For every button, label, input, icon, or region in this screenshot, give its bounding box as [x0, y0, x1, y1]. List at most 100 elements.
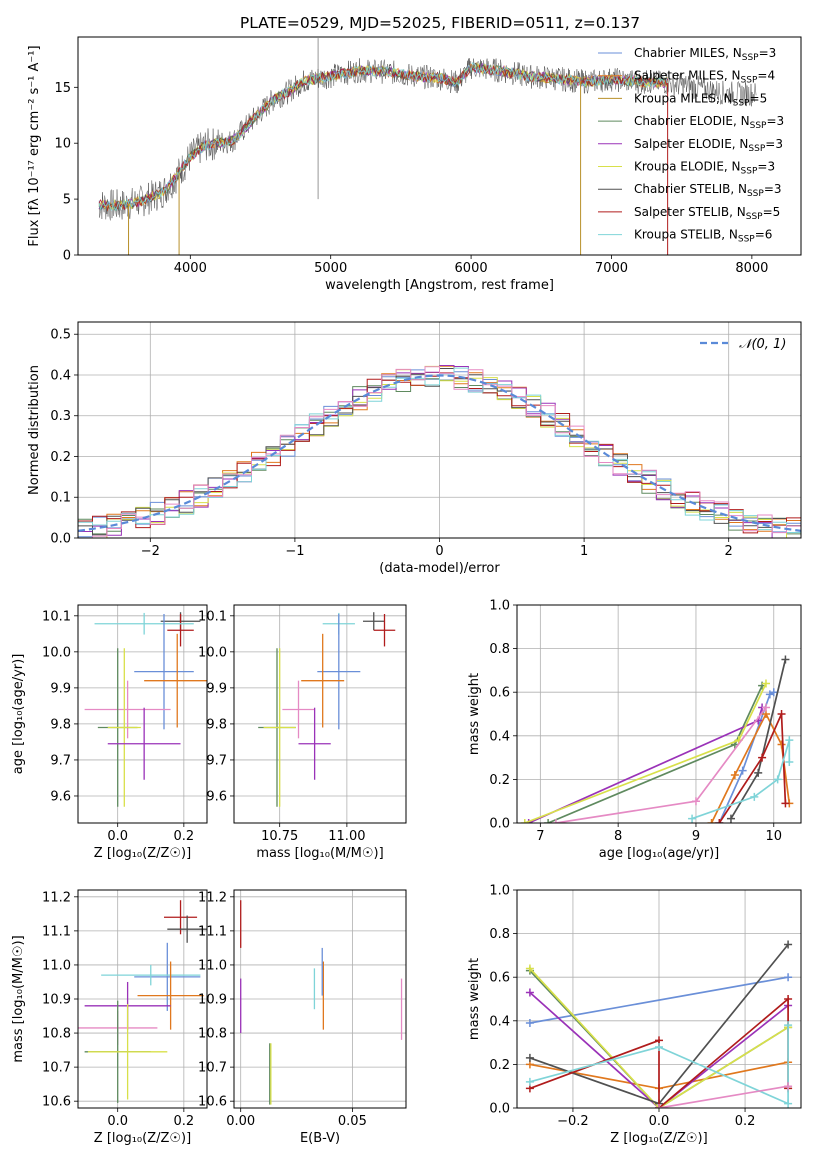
weight-vs-age-xtick-label: 8	[614, 829, 622, 844]
mass-vs-EBV-xlabel: E(B-V)	[300, 1131, 340, 1146]
spectrum-legend-label: Chabrier MILES, NSSP=3	[634, 46, 776, 63]
weight-vs-age-ytick-label: 1.0	[489, 599, 510, 614]
weight-vs-age-series-line	[718, 713, 787, 823]
mass-vs-Z-ytick-label: 11.1	[42, 924, 71, 939]
age-vs-mass-ytick-label: 10.1	[198, 609, 227, 624]
weight-vs-Z-series-marker	[784, 1021, 793, 1030]
mass-vs-Z-ytick-label: 10.8	[42, 1027, 71, 1042]
age-vs-Z-ytick-label: 10.1	[42, 609, 71, 624]
age-vs-mass-plot-area	[258, 612, 396, 807]
residuals-ytick-label: 0.5	[50, 328, 71, 343]
weight-vs-age-series-marker	[520, 819, 529, 823]
mass-vs-Z-ytick-label: 10.7	[42, 1061, 71, 1076]
residuals-xtick-label: 0	[435, 544, 443, 559]
mass-vs-Z-xtick-label: 0.2	[174, 1114, 195, 1129]
weight-vs-age-series-marker	[691, 797, 700, 806]
weight-vs-Z-panel: −0.2 0.0 0.2 0.0 0.2 0.4 0.6 0.8 1.0 Z [log₁₀(Z/Z…	[467, 884, 802, 1146]
weight-vs-age-series-marker	[738, 766, 747, 775]
age-vs-Z-panel: 0.0 0.2 9.6 9.7 9.8 9.9 10.0 10.1 Z [log₁₀(Z/Z☉)…	[11, 604, 208, 861]
spectrum-model-line	[98, 64, 669, 212]
age-vs-Z-ytick-label: 9.6	[50, 789, 71, 804]
weight-vs-age-series-marker	[551, 819, 560, 823]
mass-vs-Z-plot-area	[78, 900, 207, 1103]
residuals-xtick-label: 2	[725, 544, 733, 559]
age-vs-mass-ytick-label: 9.6	[206, 789, 227, 804]
weight-vs-Z-ylabel: mass weight	[467, 958, 482, 1040]
mass-vs-Z-xtick-label: 0.0	[107, 1114, 128, 1129]
legend-sub-text: SSP	[747, 189, 764, 199]
mass-vs-EBV-ytick-label: 10.7	[198, 1061, 227, 1076]
figure-title: PLATE=0529, MJD=52025, FIBERID=0511, z=0…	[240, 14, 640, 32]
weight-vs-Z-series-marker	[784, 1099, 793, 1108]
weight-vs-age-series-marker	[524, 819, 533, 823]
weight-vs-age-series-line	[710, 712, 791, 823]
legend-main-text: Salpeter MILES, N	[634, 69, 741, 83]
legend-value-text: =3	[764, 182, 782, 196]
mass-vs-EBV-ytick-label: 10.8	[198, 1027, 227, 1042]
spectrum-plot-area	[98, 38, 757, 255]
legend-sub-text: SSP	[741, 167, 758, 177]
weight-vs-age-ytick-label: 0.0	[489, 817, 510, 832]
mass-vs-EBV-xtick-label: 0.00	[226, 1114, 255, 1129]
legend-sub-text: SSP	[741, 76, 758, 86]
mass-vs-EBV-frame: 0.00 0.05 10.6 10.7 10.8 10.9 11.0 11.1 11.2 E(B-…	[198, 889, 407, 1146]
weight-vs-age-series-marker	[785, 736, 794, 745]
mass-vs-Z-ylabel: mass [log₁₀(M/M☉)]	[11, 935, 26, 1062]
legend-main-text: Salpeter ELODIE, N	[634, 137, 748, 151]
age-vs-Z-plot-area	[84, 612, 207, 807]
gaussian-legend-label: 𝒩(0, 1)	[739, 337, 786, 352]
age-vs-Z-ytick-label: 9.7	[50, 753, 71, 768]
weight-vs-Z-ytick-label: 0.0	[489, 1102, 510, 1117]
weight-vs-age-ytick-label: 0.2	[489, 773, 510, 788]
age-vs-mass-ytick-label: 9.7	[206, 753, 227, 768]
spectrum-xtick-label: 4000	[174, 261, 207, 276]
weight-vs-age-series-marker	[707, 819, 716, 823]
weight-vs-age-series-marker	[777, 740, 786, 749]
weight-vs-age-series-marker	[715, 819, 724, 823]
weight-vs-age-series-line	[524, 683, 767, 823]
legend-main-text: Kroupa STELIB, N	[634, 228, 738, 242]
spectrum-xtick-label: 8000	[735, 261, 768, 276]
weight-vs-age-series-marker	[769, 688, 778, 697]
residuals-ytick-label: 0.3	[50, 409, 71, 424]
weight-vs-age-series-marker	[761, 703, 770, 712]
weight-vs-Z-plot-area	[525, 940, 793, 1108]
legend-value-text: =5	[763, 205, 781, 219]
age-vs-Z-ylabel: age [log₁₀(age/yr)]	[11, 654, 26, 775]
residuals-frame: −2 −1 0 1 2 0.0 0.1 0.2 0.3 0.4 0.5 (data-model)/er…	[27, 321, 802, 576]
spectrum-ytick-label: 15	[54, 81, 71, 96]
weight-vs-Z-series-marker	[655, 1042, 663, 1051]
mass-vs-Z-xlabel: Z [log₁₀(Z/Z☉)]	[94, 1131, 191, 1146]
weight-vs-Z-series-marker	[784, 1082, 793, 1091]
residuals-ytick-label: 0.0	[50, 532, 71, 547]
weight-vs-Z-series-marker	[525, 988, 534, 997]
spectrum-legend-label: Kroupa STELIB, NSSP=6	[634, 228, 772, 245]
spectrum-legend-label: Salpeter ELODIE, NSSP=3	[634, 137, 783, 154]
mass-vs-EBV-ytick-label: 11.1	[198, 924, 227, 939]
weight-vs-Z-xtick-label: −0.2	[557, 1114, 589, 1129]
legend-main-text: Chabrier STELIB, N	[634, 182, 747, 196]
spectrum-legend-label: Kroupa ELODIE, NSSP=3	[634, 160, 775, 177]
weight-vs-Z-ytick-label: 0.6	[489, 971, 510, 986]
weight-vs-Z-xlabel: Z [log₁₀(Z/Z☉)]	[610, 1131, 707, 1146]
weight-vs-Z-series-line	[529, 1025, 789, 1105]
age-vs-mass-xlabel: mass [log₁₀(M/M☉)]	[256, 846, 383, 861]
spectrum-legend-label: Salpeter STELIB, NSSP=5	[634, 205, 780, 222]
spectrum-model-line	[98, 62, 668, 211]
weight-vs-Z-ytick-label: 0.4	[489, 1014, 510, 1029]
residuals-xtick-label: −2	[141, 544, 160, 559]
weight-vs-Z-series-marker	[525, 1053, 534, 1062]
spectrum-ylabel: Flux [fλ 10⁻¹⁷ erg cm⁻² s⁻¹ A⁻¹]	[27, 45, 42, 246]
weight-vs-age-xlabel: age [log₁₀(age/yr)]	[599, 846, 720, 861]
weight-vs-age-series-marker	[726, 814, 735, 823]
mass-vs-EBV-ytick-label: 10.9	[198, 993, 227, 1008]
spectrum-xtick-label: 5000	[314, 261, 347, 276]
weight-vs-age-xtick-label: 10	[765, 829, 782, 844]
weight-vs-age-ytick-label: 0.6	[489, 686, 510, 701]
weight-vs-Z-ytick-label: 0.2	[489, 1058, 510, 1073]
residuals-plot-area	[78, 365, 801, 538]
legend-sub-text: SSP	[738, 235, 755, 245]
weight-vs-Z-series-marker	[525, 1018, 534, 1027]
